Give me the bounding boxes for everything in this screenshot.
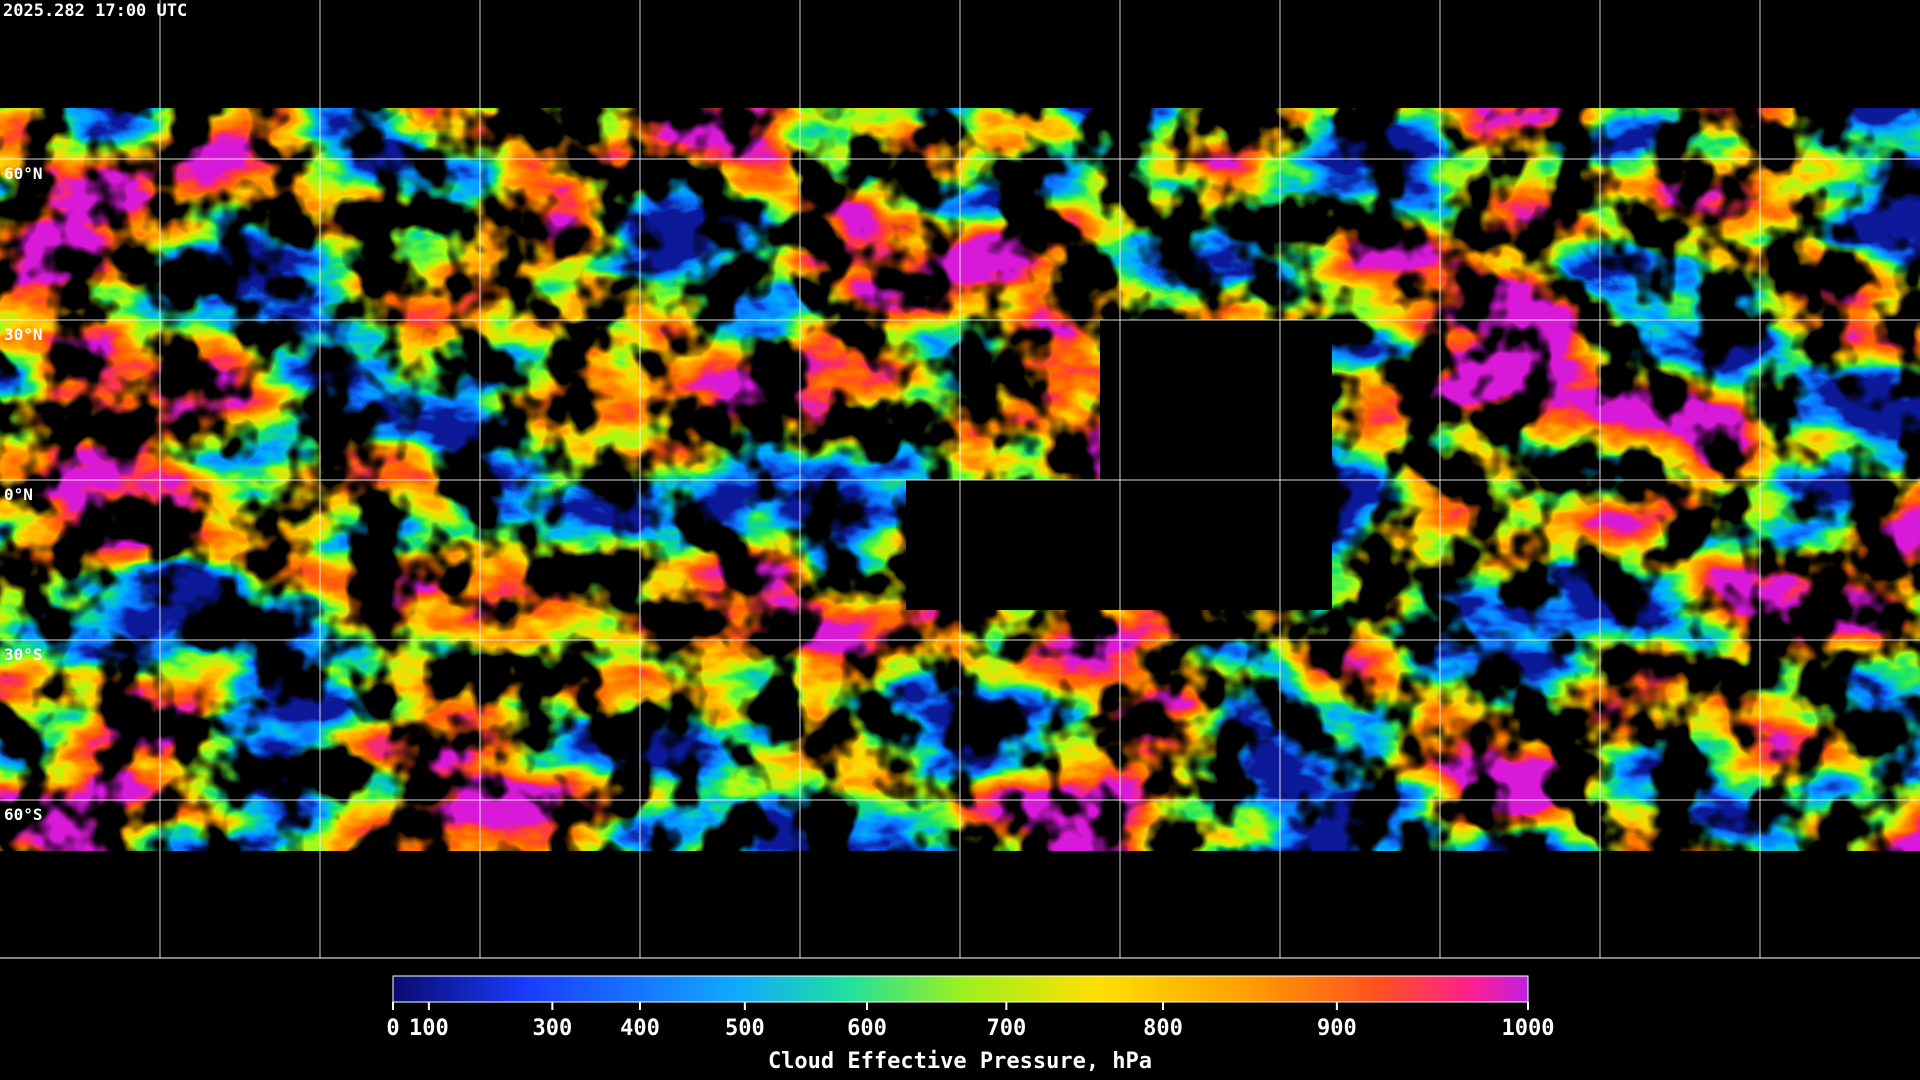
latitude-label: 0°N <box>4 485 33 504</box>
colorbar-tick-label: 500 <box>725 1016 765 1041</box>
colorbar-label: Cloud Effective Pressure, hPa <box>768 1049 1152 1074</box>
colorbar-tick-label: 700 <box>986 1016 1026 1041</box>
latitude-labels: 60°N 30°N 0°N 30°S 60°S <box>4 164 43 824</box>
colorbar-tick-label: 0 <box>386 1016 399 1041</box>
timestamp: 2025.282 17:00 UTC <box>3 1 187 21</box>
colorbar-tick-label: 900 <box>1317 1016 1357 1041</box>
no-data-region <box>1100 320 1332 610</box>
latitude-label: 30°S <box>4 645 43 664</box>
latitude-label: 60°S <box>4 805 43 824</box>
colorbar-ticks: 0 100 300 400 500 600 700 800 900 1000 <box>386 1002 1554 1041</box>
no-data-region <box>906 480 1106 610</box>
colorbar-tick-label: 800 <box>1143 1016 1183 1041</box>
colorbar-tick-label: 400 <box>620 1016 660 1041</box>
colorbar-tick-label: 300 <box>532 1016 572 1041</box>
colorbar-tick-label: 1000 <box>1502 1016 1555 1041</box>
colorbar-tick-label: 100 <box>409 1016 449 1041</box>
latitude-label: 30°N <box>4 325 43 344</box>
latitude-label: 60°N <box>4 164 43 183</box>
graticule <box>0 0 1920 958</box>
colorbar <box>392 975 1529 1003</box>
colorbar-tick-label: 600 <box>847 1016 887 1041</box>
